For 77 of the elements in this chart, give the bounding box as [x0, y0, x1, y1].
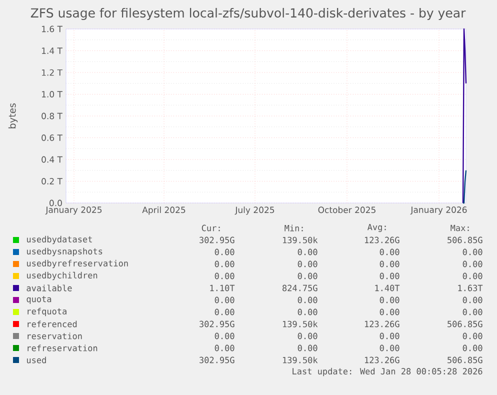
text: 0.00	[380, 248, 400, 256]
y-tick-label: 0.4 T	[42, 156, 62, 163]
text: 0.00	[462, 296, 482, 304]
text: Max:	[450, 224, 469, 232]
text: 0.00	[214, 248, 234, 256]
text: 123.26G	[365, 320, 400, 328]
legend-label: usedbyrefreservation	[27, 260, 128, 268]
text: 0.00	[462, 344, 482, 352]
text: 0.00	[462, 272, 482, 280]
text: 123.26G	[365, 356, 400, 364]
y-tick-label: 1.0 T	[42, 91, 62, 98]
legend-label: refreservation	[28, 344, 98, 352]
x-tick-label: April 2025	[142, 206, 186, 215]
text: Cur:	[202, 224, 220, 232]
text: 0.00	[462, 308, 482, 316]
y-tick-label: 0.6 T	[42, 134, 62, 141]
text: 0.00	[298, 296, 318, 304]
y-tick-label: 0.0	[50, 200, 62, 206]
text: 0.00	[298, 272, 318, 280]
text: 0.00	[298, 248, 318, 256]
text: 0.00	[462, 248, 482, 256]
chart-title: ZFS usage for filesystem local-zfs/subvol-140-disk-derivates - by year	[30, 8, 466, 20]
text: Min:	[284, 224, 303, 232]
text: Last update: Wed Jan 28 00:05:28 2026	[292, 368, 482, 376]
line-series	[462, 28, 467, 204]
y-tick-label: 0.8 T	[42, 112, 62, 120]
text: 0.00	[380, 308, 400, 316]
text: 139.50k	[283, 356, 318, 364]
text: 0.00	[298, 344, 318, 352]
text: 0.00	[380, 260, 400, 268]
text: 1.40T	[375, 284, 400, 292]
y-axis-title: bytes	[8, 103, 18, 128]
x-tick-label: October 2025	[318, 206, 376, 214]
text: 0.00	[298, 260, 318, 268]
text: 0.00	[214, 296, 234, 304]
text: 506.85G	[448, 356, 482, 364]
text: 139.50k	[283, 320, 318, 328]
legend-label: usedbydataset	[27, 236, 92, 244]
text: 0.00	[380, 296, 400, 304]
legend-label: refquota	[28, 308, 66, 316]
text: 302.95G	[200, 320, 234, 328]
legend-label: reservation	[28, 332, 82, 340]
text: 0.00	[214, 344, 234, 352]
text: 0.00	[214, 332, 234, 340]
text: 0.00	[214, 308, 234, 316]
x-tick-label: July 2025	[234, 206, 274, 215]
text: 506.85G	[448, 320, 482, 328]
text: 0.00	[462, 332, 482, 340]
y-tick-label: 1.4 T	[42, 48, 62, 54]
text: 0.00	[298, 332, 318, 340]
text: 0.00	[380, 332, 400, 340]
text: 0.00	[380, 272, 400, 280]
legend-label: available	[26, 284, 72, 292]
text: 302.95G	[200, 236, 234, 244]
legend-label: used	[27, 356, 46, 364]
legend-label: usedbychildren	[27, 272, 98, 280]
x-tick-label: January 2026	[410, 206, 467, 215]
y-tick-label: 0.2 T	[42, 178, 62, 184]
y-tick-label: 1.6 T	[42, 26, 62, 32]
text: 0.00	[298, 308, 318, 316]
x-tick-label: January 2025	[45, 206, 102, 215]
y-tick-label: 1.2 T	[42, 69, 62, 76]
text: 123.26G	[365, 236, 400, 244]
legend-label: usedbysnapshots	[27, 248, 102, 256]
legend-label: quota	[26, 296, 52, 304]
legend-label: referenced	[28, 320, 77, 328]
text: 0.00	[214, 272, 234, 280]
text: 0.00	[214, 260, 234, 268]
text: 506.85G	[448, 236, 482, 244]
text: 824.75G	[282, 284, 318, 292]
text: 139.50k	[283, 236, 318, 244]
text: 1.10T	[210, 284, 235, 292]
text: 0.00	[380, 344, 400, 352]
text: 1.63T	[458, 284, 483, 292]
text: Avg:	[367, 224, 386, 232]
text: 302.95G	[200, 356, 234, 364]
text: 0.00	[462, 260, 482, 268]
